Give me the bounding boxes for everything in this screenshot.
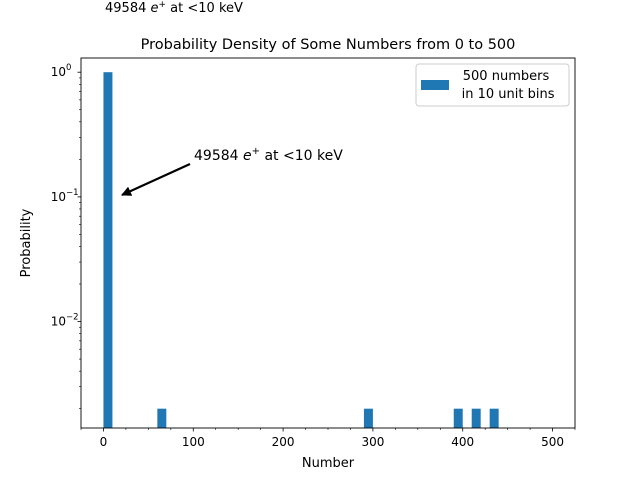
y-tick-exponent: −1 [66, 188, 79, 198]
y-tick-label: 10 [51, 190, 66, 204]
bar-3 [453, 408, 463, 428]
bar-5 [489, 408, 499, 428]
legend-frame [415, 63, 570, 107]
bars-group [103, 72, 499, 428]
legend-label-line-2: in 10 unit bins [458, 87, 555, 102]
x-tick-label: 400 [451, 435, 474, 449]
y-tick-exponent: 0 [66, 63, 71, 73]
legend: 500 numbers in 10 unit bins [415, 63, 570, 107]
x-axis: 0 100 200 300 400 500 [80, 428, 576, 449]
x-tick-label: 100 [182, 435, 205, 449]
x-tick-label: 200 [272, 435, 295, 449]
plot-frame [80, 57, 576, 429]
x-tick-label: 300 [361, 435, 384, 449]
bar-2 [363, 408, 373, 428]
bar-0 [103, 72, 113, 428]
bar-1 [157, 408, 167, 428]
x-axis-label: Number [302, 456, 355, 471]
bar-4 [471, 408, 481, 428]
legend-swatch [421, 80, 449, 90]
annotation-arrow [121, 162, 191, 197]
y-tick-exponent: −2 [66, 313, 79, 323]
y-tick-label: 10 [51, 65, 66, 79]
y-axis-label: Probability [19, 208, 34, 277]
chart-title: Probability Density of Some Numbers from… [141, 37, 516, 53]
legend-label-line-1: 500 numbers [463, 69, 550, 84]
annotation-text: 49584 e+ at <10 keV [194, 146, 343, 164]
x-tick-label: 500 [541, 435, 564, 449]
top-note: 49584 e+ at <10 keV [105, 0, 243, 16]
x-tick-label: 0 [100, 435, 108, 449]
y-tick-label: 10 [51, 315, 66, 329]
